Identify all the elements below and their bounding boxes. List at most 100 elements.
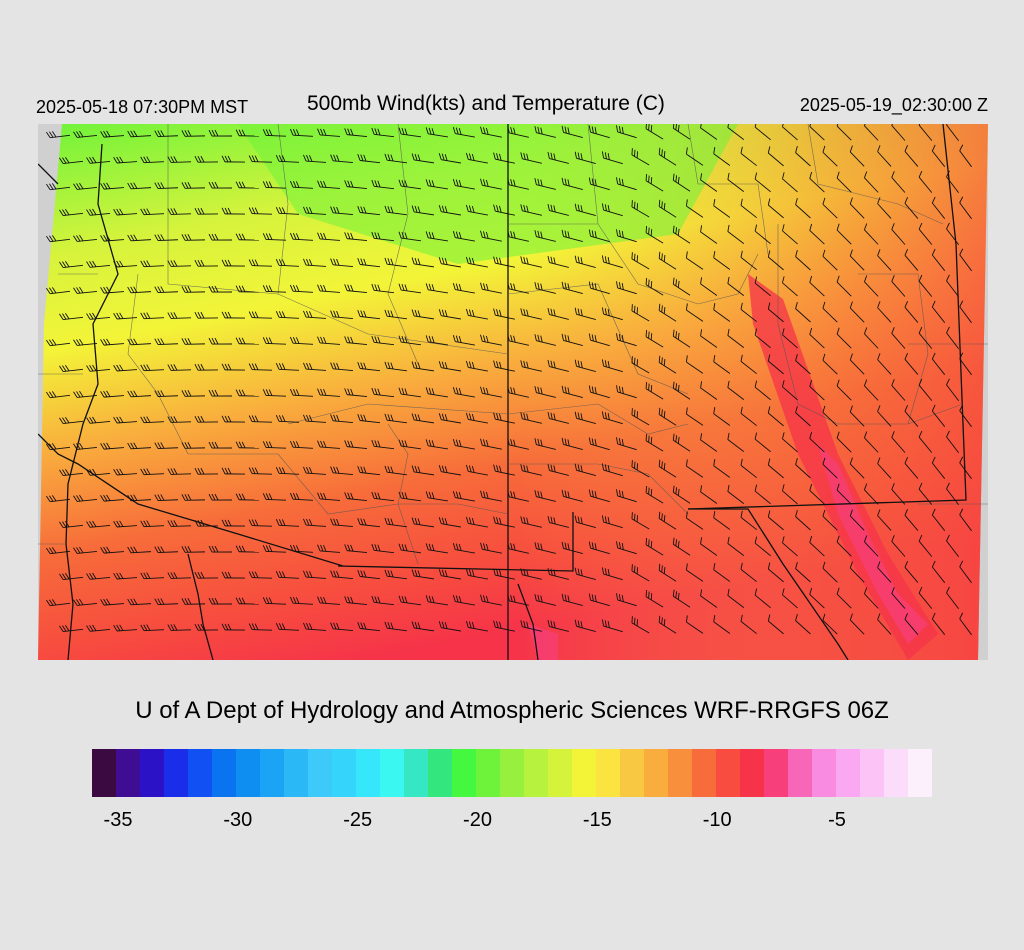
wind-barb	[113, 260, 138, 268]
wind-barb	[465, 620, 488, 632]
wind-barb	[877, 145, 892, 167]
wind-barb	[438, 569, 461, 580]
wind-barb	[740, 302, 757, 323]
wind-barb	[46, 443, 71, 451]
wind-barb	[534, 282, 556, 294]
wind-barb	[713, 355, 731, 374]
wind-barb	[438, 465, 461, 476]
wind-barb	[645, 329, 664, 348]
wind-barb	[727, 172, 745, 192]
wind-barb	[73, 130, 98, 138]
wind-barb	[877, 405, 892, 427]
colorbar-swatch	[164, 749, 188, 797]
colorbar-swatch	[308, 749, 332, 797]
wind-barb	[727, 432, 745, 452]
wind-barb	[700, 589, 718, 608]
wind-barb	[384, 257, 408, 268]
wind-barb	[588, 489, 610, 503]
wind-barb	[547, 151, 569, 164]
wind-barb	[849, 301, 865, 323]
wind-barb	[616, 229, 637, 243]
wind-barb	[561, 333, 583, 346]
wind-barb	[438, 413, 461, 424]
wind-barb	[616, 489, 637, 503]
wind-barb	[465, 516, 488, 528]
wind-barb	[452, 490, 475, 502]
wind-barb	[534, 386, 556, 398]
wind-barb	[946, 430, 959, 454]
wind-barb	[194, 467, 219, 475]
wind-barb	[782, 432, 798, 453]
wind-barb	[740, 614, 757, 635]
wind-barb	[520, 360, 542, 372]
wind-barb	[904, 560, 919, 583]
wind-barb	[140, 312, 165, 320]
wind-barb	[303, 206, 327, 215]
wind-barb	[713, 459, 731, 478]
wind-barb	[547, 255, 569, 268]
wind-barb	[344, 544, 368, 554]
wind-barb	[465, 464, 488, 476]
wind-barb	[127, 442, 152, 450]
wind-barb	[672, 537, 691, 556]
wind-barb	[465, 152, 488, 164]
wind-barb	[520, 204, 542, 216]
boundary-lines	[38, 124, 967, 660]
wind-barb	[931, 248, 946, 271]
colorbar-swatch	[404, 749, 428, 797]
wind-barb	[221, 311, 246, 319]
wind-barb	[601, 203, 623, 217]
wind-barb	[113, 520, 138, 528]
wind-barb	[357, 518, 381, 528]
wind-barb	[507, 282, 529, 294]
wind-barb	[59, 625, 84, 632]
wind-barb	[836, 327, 852, 349]
county-lines	[38, 124, 988, 565]
wind-barb	[822, 561, 838, 583]
wind-barb	[357, 622, 381, 632]
wind-barb	[904, 196, 919, 219]
wind-barb	[574, 515, 596, 529]
wind-barb	[113, 624, 138, 632]
wind-barb	[904, 456, 919, 479]
wind-barb	[330, 310, 354, 319]
wind-barb	[849, 405, 865, 427]
wind-barb	[303, 622, 327, 631]
wind-barb	[931, 300, 946, 323]
wind-barb	[849, 457, 865, 479]
wind-barb	[167, 156, 192, 163]
wind-barb	[221, 467, 246, 475]
wind-barb	[262, 337, 287, 345]
wind-barb	[645, 381, 664, 400]
wind-barb	[601, 359, 623, 373]
wind-barb	[140, 364, 165, 372]
wind-barb	[658, 407, 677, 426]
wind-barb	[493, 204, 515, 216]
wind-barb	[713, 199, 731, 218]
wind-barb	[140, 520, 165, 528]
wind-barb	[959, 196, 972, 220]
wind-barb	[631, 252, 650, 270]
wind-barb	[59, 365, 84, 372]
wind-barb	[194, 571, 219, 579]
wind-barb	[194, 623, 219, 631]
wind-barb	[127, 234, 152, 242]
wind-barb	[411, 569, 435, 580]
colorbar-swatch	[548, 749, 572, 797]
wind-barb	[480, 490, 502, 502]
wind-barb	[100, 442, 125, 450]
wind-barb	[658, 511, 677, 530]
wind-barb	[303, 414, 327, 423]
wind-barb	[113, 572, 138, 580]
wind-barb	[631, 148, 650, 166]
wind-barb	[140, 208, 165, 216]
wind-barb	[616, 385, 637, 399]
wind-barb	[616, 177, 637, 191]
wind-barb	[59, 469, 84, 476]
wind-barb	[289, 284, 314, 293]
wind-barb	[303, 154, 327, 163]
wind-barb	[167, 260, 192, 267]
colorbar-swatch	[428, 749, 452, 797]
wind-barb	[357, 310, 381, 320]
colorbar-swatch	[500, 749, 524, 797]
